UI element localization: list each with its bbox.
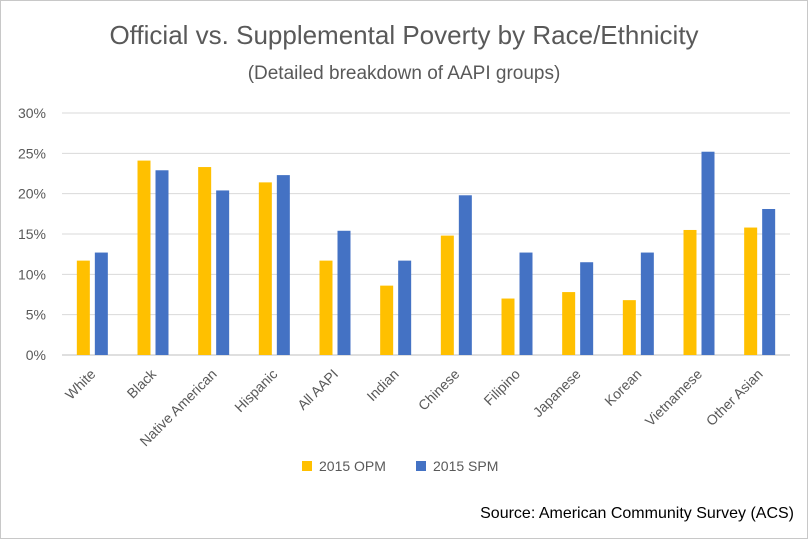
bar-opm	[137, 160, 151, 355]
bar-spm	[216, 190, 230, 355]
x-tick-label: Chinese	[415, 366, 463, 414]
legend-label: 2015 SPM	[433, 458, 498, 474]
chart-subtitle: (Detailed breakdown of AAPI groups)	[247, 63, 561, 84]
y-tick-label: 15%	[18, 226, 46, 242]
bar-spm	[155, 170, 169, 355]
source-note: Source: American Community Survey (ACS)	[480, 505, 794, 522]
y-tick-label: 25%	[18, 145, 46, 161]
x-tick-label: Japanese	[530, 366, 584, 420]
y-tick-label: 5%	[26, 307, 46, 323]
y-tick-label: 30%	[18, 105, 46, 121]
bar-opm	[380, 285, 394, 355]
bar-opm	[319, 260, 333, 355]
y-tick-label: 10%	[18, 266, 46, 282]
bar-opm	[683, 229, 697, 355]
bars	[76, 151, 776, 355]
bar-spm	[458, 195, 472, 355]
bar-opm	[76, 260, 90, 355]
gridlines	[62, 112, 790, 356]
y-tick-label: 20%	[18, 186, 46, 202]
bar-opm	[440, 235, 454, 355]
x-tick-label: Hispanic	[231, 366, 280, 415]
x-tick-label: Other Asian	[703, 366, 766, 429]
legend-swatch	[302, 461, 312, 471]
bar-opm	[501, 298, 515, 355]
bar-spm	[398, 260, 412, 355]
y-tick-label: 0%	[26, 347, 46, 363]
bar-spm	[337, 230, 351, 355]
bar-opm	[622, 300, 636, 355]
x-tick-label: Filipino	[480, 366, 523, 409]
chart-title: Official vs. Supplemental Poverty by Rac…	[109, 20, 699, 50]
bar-opm	[198, 167, 212, 355]
bar-spm	[94, 252, 108, 355]
bar-spm	[640, 252, 654, 355]
legend-swatch	[416, 461, 426, 471]
bar-opm	[562, 292, 576, 355]
bar-spm	[519, 252, 533, 355]
x-tick-label: All AAPI	[294, 366, 341, 413]
x-tick-label: White	[62, 366, 99, 403]
y-axis-ticks: 0% 5% 10% 15% 20% 25% 30%	[18, 105, 46, 363]
legend: 2015 OPM 2015 SPM	[302, 458, 498, 474]
x-tick-label: Black	[124, 365, 160, 401]
legend-label: 2015 OPM	[319, 458, 386, 474]
x-tick-label: Korean	[601, 366, 644, 409]
bar-opm	[258, 182, 272, 355]
bar-spm	[762, 208, 776, 355]
bar-opm	[744, 227, 758, 355]
bar-spm	[276, 175, 290, 355]
bar-spm	[701, 151, 715, 355]
bar-spm	[580, 262, 594, 355]
x-tick-label: Indian	[363, 366, 401, 404]
x-tick-label: Vietnamese	[642, 366, 706, 430]
